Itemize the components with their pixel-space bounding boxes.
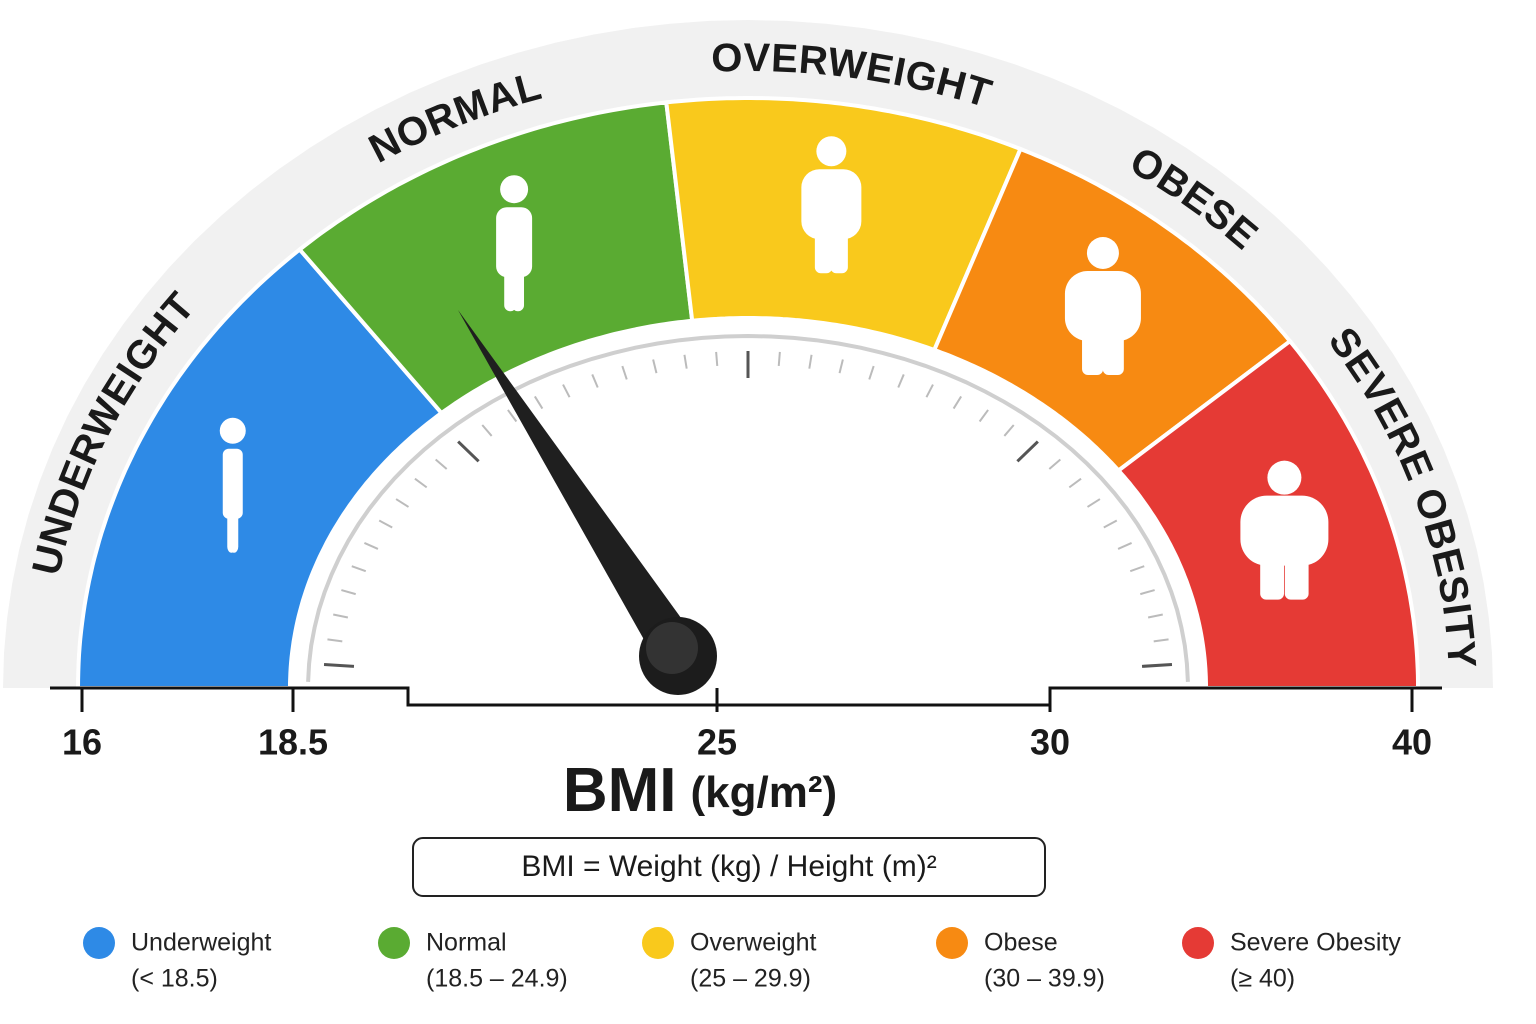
person-body — [801, 169, 862, 240]
dial-tick — [363, 542, 379, 550]
person-leg — [1082, 324, 1104, 375]
person-leg — [814, 223, 833, 274]
axis-unit: (kg/m²) — [691, 768, 838, 817]
dial-tick — [1117, 542, 1133, 550]
axis-title-group: BMI (kg/m²) — [563, 756, 837, 825]
dial-tick — [868, 365, 875, 380]
legend-dot — [1182, 927, 1214, 959]
dial-tick — [351, 565, 367, 573]
dial-rim — [306, 333, 1190, 683]
dial-tick — [1068, 477, 1082, 489]
dial-tick — [457, 440, 480, 463]
person-body — [496, 207, 533, 278]
dial-tick — [333, 613, 349, 619]
dial-tick — [1048, 458, 1061, 470]
legend-name: Normal — [426, 929, 507, 957]
person-leg — [1284, 549, 1309, 600]
dial-tick — [808, 354, 813, 369]
dial-tick — [925, 384, 934, 398]
person-body — [222, 448, 243, 519]
person-icon — [219, 417, 246, 553]
person-icon — [1240, 460, 1329, 600]
person-leg — [1102, 324, 1124, 375]
dial-tick — [414, 477, 428, 489]
person-head — [1267, 460, 1302, 495]
dial-tick — [395, 498, 410, 508]
axis-title: BMI — [563, 756, 677, 825]
person-head — [816, 136, 847, 167]
legend-dot — [378, 927, 410, 959]
person-icon — [801, 136, 862, 274]
dial-tick — [534, 395, 544, 410]
legend-range: (< 18.5) — [131, 965, 218, 993]
legend-range: (18.5 – 24.9) — [426, 965, 568, 993]
dial-tick — [562, 384, 571, 398]
dial-tick — [1141, 662, 1173, 668]
dial-tick — [621, 365, 628, 380]
legend-range: (30 – 39.9) — [984, 965, 1105, 993]
person-leg — [1260, 549, 1284, 600]
dial-tick — [952, 395, 962, 410]
scale-label: 18.5 — [258, 722, 328, 763]
legend-name: Severe Obesity — [1230, 929, 1401, 957]
person-leg — [830, 223, 848, 274]
dial-tick — [323, 662, 355, 668]
dial-tick — [481, 424, 493, 437]
dial-tick — [1086, 498, 1101, 508]
legend-dot — [83, 927, 115, 959]
needle-hub-shine — [646, 622, 698, 674]
legend-name: Obese — [984, 929, 1058, 957]
dial-tick — [838, 359, 844, 374]
dial-tick — [1147, 613, 1163, 619]
scale-label: 25 — [697, 722, 737, 763]
dial-tick — [591, 374, 599, 388]
dial-tick — [507, 409, 518, 423]
dial-tick — [652, 359, 658, 374]
dial-tick — [435, 458, 448, 470]
scale-label: 30 — [1030, 722, 1070, 763]
legend-dot — [642, 927, 674, 959]
person-body — [1240, 495, 1329, 566]
formula: BMI = Weight (kg) / Height (m)² — [521, 850, 936, 883]
dial-tick — [341, 589, 356, 596]
dial-tick — [1140, 589, 1155, 596]
needle — [458, 310, 697, 668]
legend-range: (25 – 29.9) — [690, 965, 811, 993]
person-leg — [229, 502, 239, 553]
person-head — [500, 175, 529, 204]
person-body — [1064, 270, 1141, 341]
person-icon — [1064, 236, 1141, 375]
dial-tick — [978, 409, 989, 423]
legend-dot — [936, 927, 968, 959]
legend-name: Underweight — [131, 929, 271, 957]
dial-tick — [715, 351, 719, 366]
dial-tick — [897, 374, 905, 388]
dial-tick — [1016, 440, 1039, 463]
scale-label: 40 — [1392, 722, 1432, 763]
dial-tick — [1003, 424, 1015, 437]
legend-range: (≥ 40) — [1230, 965, 1295, 993]
person-head — [219, 417, 246, 444]
legend-name: Overweight — [690, 929, 816, 957]
dial-tick — [378, 519, 393, 529]
dial-tick — [327, 638, 343, 643]
formula-box — [412, 837, 1046, 897]
person-head — [1086, 236, 1119, 269]
dial-tick — [777, 351, 781, 366]
dial-tick — [1129, 565, 1145, 573]
person-leg — [511, 261, 525, 312]
dial-tick — [1103, 519, 1118, 529]
scale-label: 16 — [62, 722, 102, 763]
dial-tick — [683, 354, 688, 369]
person-icon — [496, 175, 533, 312]
baseline — [50, 686, 1442, 707]
dial-tick — [1153, 638, 1169, 643]
